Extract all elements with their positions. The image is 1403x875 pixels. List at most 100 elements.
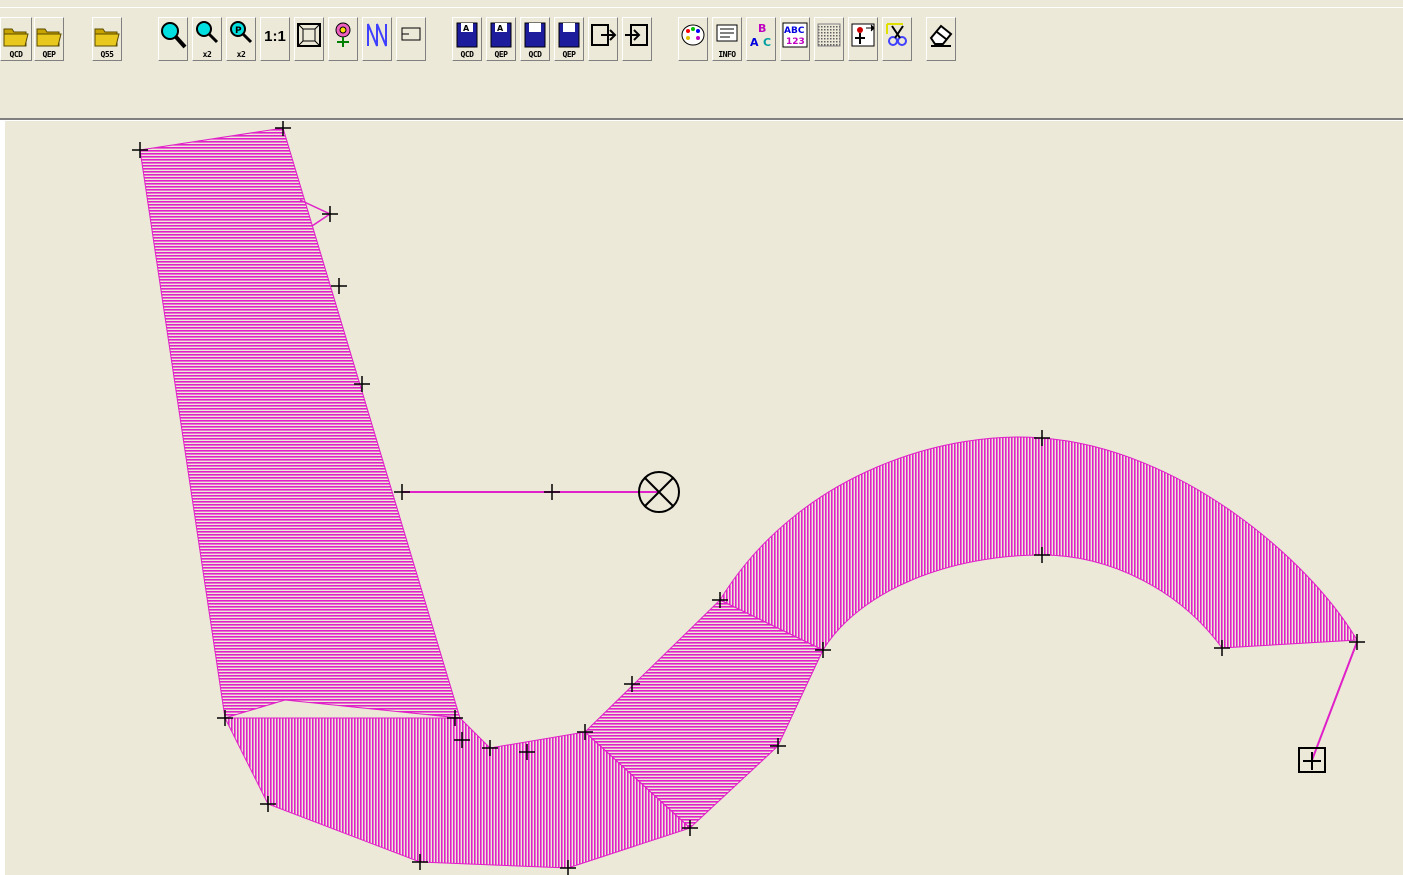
open-qep-label: QEP xyxy=(42,50,56,59)
open-qcd-label: QCD xyxy=(9,50,23,59)
fit-view-icon xyxy=(297,23,321,47)
stitch-block-vertical xyxy=(139,127,461,719)
save-icon xyxy=(524,22,546,48)
toolbar-top-edge xyxy=(0,7,1403,8)
scissors-icon xyxy=(886,23,907,46)
stitch-path-button[interactable] xyxy=(362,17,392,61)
open-qep-button[interactable]: QEP xyxy=(34,17,64,61)
folder-icon xyxy=(94,28,120,47)
anchor-cross[interactable] xyxy=(482,740,498,756)
anchor-cross[interactable] xyxy=(394,484,410,500)
save-qcd-label: QCD xyxy=(528,50,542,59)
zoom-p-x2-button[interactable]: P x2 xyxy=(226,17,256,61)
svg-text:A: A xyxy=(463,24,470,33)
anchor-cross[interactable] xyxy=(815,642,831,658)
anchor-frame-button[interactable] xyxy=(848,17,878,61)
export-icon xyxy=(591,24,617,46)
canvas-left-edge xyxy=(0,121,5,875)
anchor-cross[interactable] xyxy=(544,484,560,500)
stitch-block-arch xyxy=(719,436,1358,651)
square-cross-icon[interactable] xyxy=(1298,747,1326,773)
info-icon xyxy=(716,24,738,42)
jump-line-end xyxy=(1311,641,1358,761)
flower-icon xyxy=(335,22,351,47)
info-label: INFO xyxy=(718,50,736,59)
open-qcd-button[interactable]: QCD xyxy=(0,17,32,61)
fit-view-button[interactable] xyxy=(294,17,324,61)
scissors-button[interactable] xyxy=(882,17,912,61)
rectangle-icon xyxy=(401,27,421,41)
export-button[interactable] xyxy=(588,17,618,61)
anchor-cross[interactable] xyxy=(331,278,347,294)
anchor-cross[interactable] xyxy=(1034,430,1050,446)
zoom-x2-label: x2 xyxy=(202,50,212,59)
zoom-x2-button[interactable]: x2 xyxy=(192,17,222,61)
eraser-button[interactable] xyxy=(926,17,956,61)
rectangle-button[interactable] xyxy=(396,17,426,61)
actual-size-button[interactable]: 1:1 xyxy=(260,17,290,61)
save-qep-label: QEP xyxy=(562,50,576,59)
actual-size-icon: 1:1 xyxy=(264,28,286,45)
grid-pattern-button[interactable] xyxy=(814,17,844,61)
anchor-cross[interactable] xyxy=(412,854,428,870)
info-button[interactable]: INFO xyxy=(712,17,742,61)
anchor-cross[interactable] xyxy=(447,710,463,726)
anchor-cross[interactable] xyxy=(1034,547,1050,563)
anchor-cross[interactable] xyxy=(682,820,698,836)
open-q55-label: Q55 xyxy=(100,50,114,59)
svg-text:B: B xyxy=(758,22,766,35)
save-qep-button[interactable]: QEP xyxy=(554,17,584,61)
anchor-cross[interactable] xyxy=(260,796,276,812)
abc-text-icon: BA C xyxy=(750,22,771,49)
anchor-cross[interactable] xyxy=(712,592,728,608)
svg-text:ABC: ABC xyxy=(784,26,805,36)
anchor-cross[interactable] xyxy=(1214,640,1230,656)
save-a-icon: A xyxy=(490,22,512,48)
anchor-frame-icon xyxy=(851,23,875,47)
save-a-qcd-label: QCD xyxy=(460,50,474,59)
save-a-qcd-button[interactable]: A QCD xyxy=(452,17,482,61)
svg-text:123: 123 xyxy=(786,37,805,47)
stitch-path-icon xyxy=(367,23,387,47)
anchor-cross[interactable] xyxy=(322,206,338,222)
save-qcd-button[interactable]: QCD xyxy=(520,17,550,61)
anchor-cross[interactable] xyxy=(217,710,233,726)
anchor-cross[interactable] xyxy=(1349,634,1365,650)
save-a-qep-button[interactable]: A QEP xyxy=(486,17,516,61)
toolbar: QCD QEP Q55 x2 P x2 1:1 xyxy=(0,0,1403,118)
folder-icon xyxy=(36,28,62,47)
flower-button[interactable] xyxy=(328,17,358,61)
zoom-x2-icon xyxy=(196,21,219,44)
anchor-cross[interactable] xyxy=(624,676,640,692)
palette-button[interactable] xyxy=(678,17,708,61)
anchor-cross[interactable] xyxy=(770,738,786,754)
save-a-icon: A xyxy=(456,22,478,48)
anchor-points xyxy=(132,121,1365,875)
anchor-cross[interactable] xyxy=(354,376,370,392)
abc-123-button[interactable]: ABC 123 xyxy=(780,17,810,61)
zoom-button[interactable] xyxy=(158,17,188,61)
svg-text:P: P xyxy=(235,26,242,36)
stitch-block-rising xyxy=(584,599,824,829)
circle-x-icon[interactable] xyxy=(638,471,680,513)
save-a-qep-label: QEP xyxy=(494,50,508,59)
import-button[interactable] xyxy=(622,17,652,61)
anchor-cross[interactable] xyxy=(519,744,535,760)
design-canvas[interactable] xyxy=(5,121,1403,875)
svg-text:A: A xyxy=(750,36,759,49)
import-icon xyxy=(625,24,648,46)
open-q55-button[interactable]: Q55 xyxy=(92,17,122,61)
folder-icon xyxy=(3,28,29,47)
palette-icon xyxy=(681,24,705,46)
grid-pattern-icon xyxy=(817,23,841,47)
zoom-p-x2-icon: P xyxy=(230,21,253,44)
anchor-cross[interactable] xyxy=(454,732,470,748)
anchor-cross[interactable] xyxy=(560,860,576,875)
anchor-cross[interactable] xyxy=(577,724,593,740)
anchor-cross[interactable] xyxy=(275,121,291,136)
eraser-icon xyxy=(929,24,953,47)
anchor-cross[interactable] xyxy=(132,142,148,158)
